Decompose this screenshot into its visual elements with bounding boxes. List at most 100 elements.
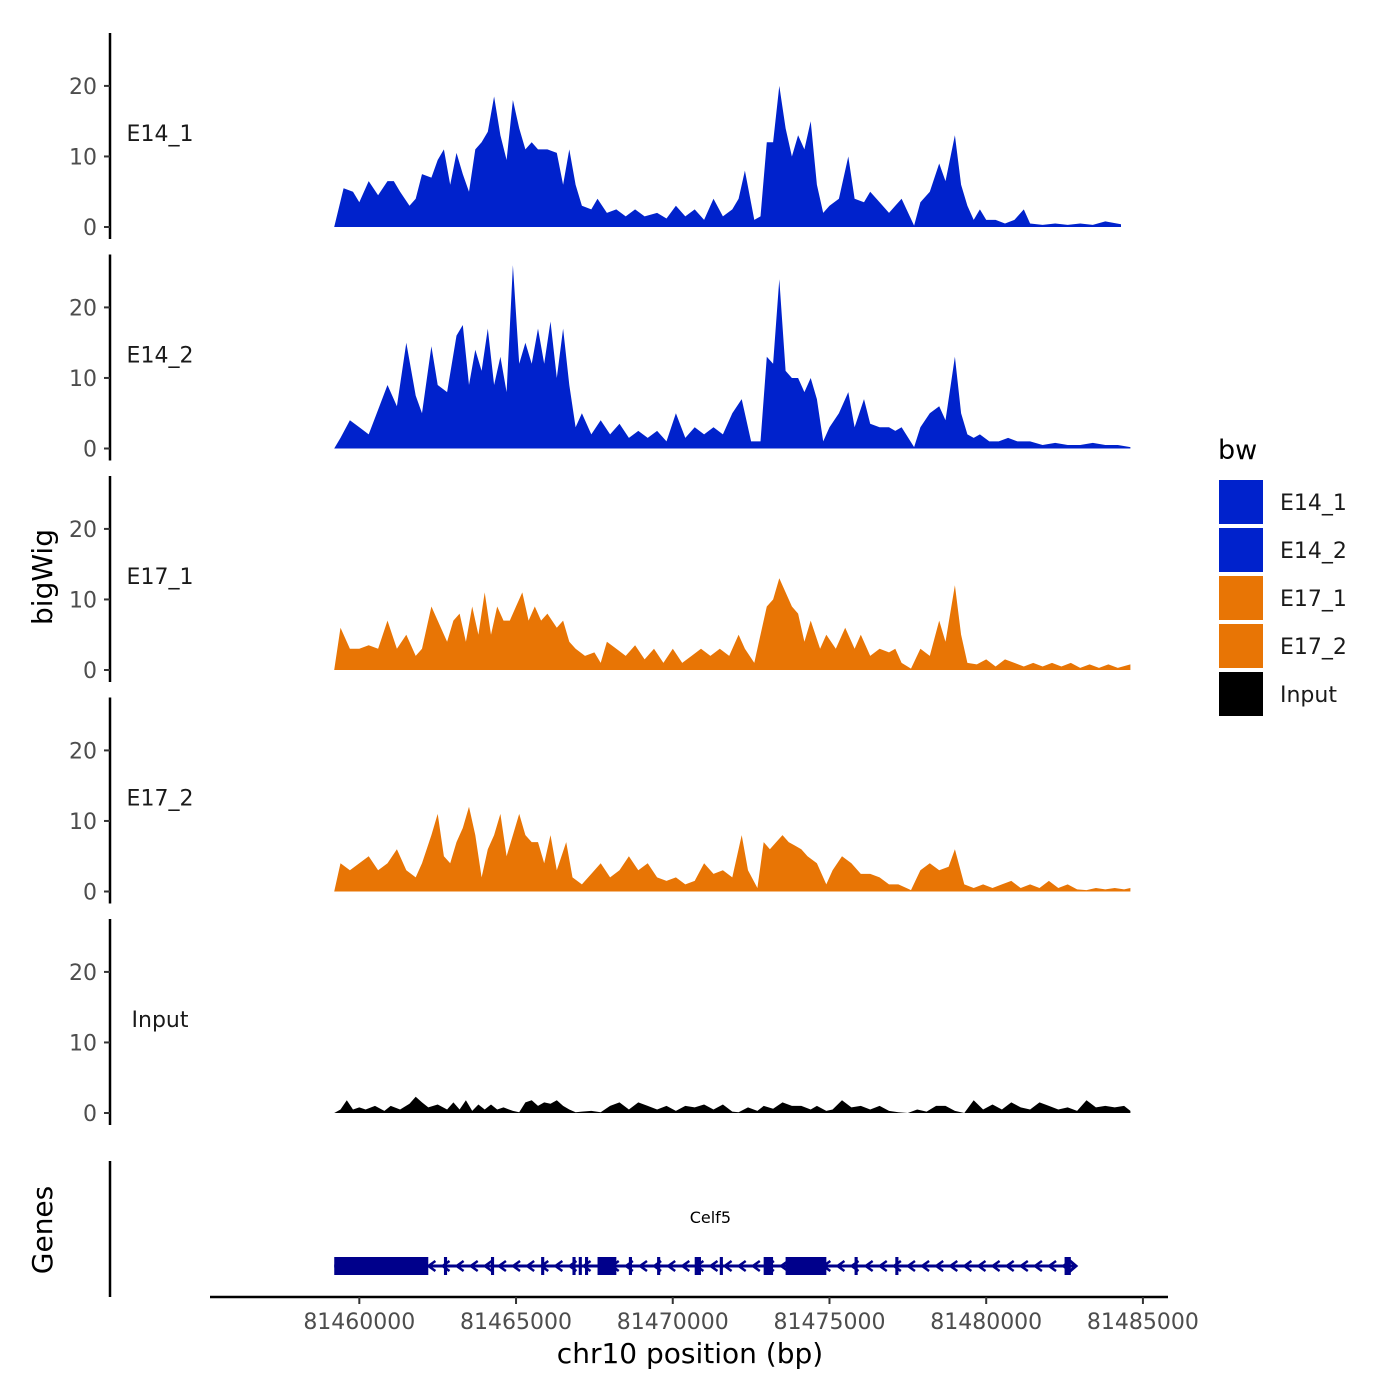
strand-arrow [750,1259,761,1273]
y-tick-label: 10 [69,588,97,613]
strand-arrow [454,1259,465,1273]
legend-swatch [1219,576,1263,620]
y-tick-label: 0 [83,438,97,463]
gene-exon [584,1257,589,1275]
strand-arrow [948,1259,959,1273]
gene-exon [657,1257,661,1275]
legend-label: E14_1 [1280,491,1347,516]
strand-arrow [1046,1259,1057,1273]
y-tick-label: 10 [69,1031,97,1056]
y-tick-label: 10 [69,810,97,835]
track-label: Input [132,1008,189,1033]
strand-arrow [426,1259,437,1273]
strand-arrow [666,1259,676,1273]
strand-arrow [1004,1259,1015,1273]
strand-arrow [835,1259,846,1273]
x-tick-label: 81485000 [1087,1310,1199,1335]
y-tick-label: 0 [83,659,97,684]
gene-exon [895,1257,899,1275]
gene-exon [694,1257,701,1275]
strand-arrow [510,1259,521,1273]
legend-title: bw [1218,435,1257,466]
gene-exon [572,1257,576,1275]
legend-label: E17_2 [1280,635,1347,660]
legend-swatch [1219,528,1263,572]
strand-arrow [905,1259,916,1273]
y-tick-label: 20 [69,739,97,764]
gene-exon [1064,1257,1071,1275]
track-label: E14_2 [127,343,194,368]
track-e14-1: 0 10 20 E14_1 [69,33,1121,241]
y-tick-label: 0 [83,1102,97,1127]
track-label: E14_1 [127,122,194,147]
area-e14-2 [334,265,1131,449]
gene-end-marker [1067,1258,1079,1274]
track-e17-2: 0 10 20 E17_2 [69,697,1131,906]
gene-exon [763,1257,774,1275]
x-axis: 81460000 81465000 81470000 81475000 81480000… [210,1295,1199,1335]
track-label: E17_1 [127,565,194,590]
track-input: 0 10 20 Input [69,919,1131,1127]
genes-axis-title: Genes [26,1186,59,1274]
area-input [334,1096,1131,1113]
y-tick-label: 20 [69,75,97,100]
track-e14-2: 0 10 20 E14_2 [69,254,1131,463]
x-axis-title: chr10 position (bp) [557,1337,823,1370]
strand-arrow [863,1259,874,1273]
area-e17-1 [334,578,1131,670]
strand-arrow [440,1259,451,1273]
strand-arrow [919,1259,930,1273]
y-axis-title: bigWig [26,529,59,625]
gene-exon [854,1257,858,1275]
bigwig-tracks: 0 10 20 E14_1 0 10 20 E14_2 0 10 20 E17_1 0 10 20 E17_2… [69,33,1131,1127]
y-tick-label: 10 [69,145,97,170]
strand-arrow [990,1259,1001,1273]
y-tick-label: 20 [69,961,97,986]
gene-exon [490,1257,495,1275]
gene-track: Celf5 [108,1161,1079,1297]
y-tick-label: 20 [69,296,97,321]
strand-arrow [934,1259,944,1273]
x-tick-label: 81475000 [773,1310,885,1335]
gene-name-label: Celf5 [690,1208,731,1227]
strand-arrow [553,1259,564,1273]
strand-arrow [524,1259,535,1273]
legend-label: E14_2 [1280,539,1347,564]
y-tick-label: 10 [69,367,97,392]
gene-exon [578,1257,582,1275]
x-tick-label: 81480000 [930,1310,1042,1335]
strand-arrow [1032,1259,1043,1273]
strand-arrow [496,1259,507,1273]
legend-swatch [1219,672,1263,716]
strand-arrow [468,1259,479,1273]
track-e17-1: 0 10 20 E17_1 [69,476,1131,684]
strand-arrow [736,1259,747,1273]
strand-arrow [1018,1259,1029,1273]
gene-exon [541,1257,545,1275]
strand-arrow [891,1259,902,1273]
track-label: E17_2 [127,786,194,811]
strand-arrow [581,1259,592,1273]
x-tick-label: 81470000 [617,1310,729,1335]
area-e17-2 [334,806,1131,892]
gene-exon [443,1257,448,1275]
y-tick-label: 0 [83,881,97,906]
x-tick-label: 81460000 [303,1310,415,1335]
x-tick-label: 81465000 [460,1310,572,1335]
legend-swatch [1219,624,1263,668]
gene-exon [785,1257,827,1275]
legend-label: Input [1280,683,1337,708]
y-tick-label: 0 [83,216,97,241]
strand-arrow [482,1259,493,1273]
legend: bw E14_1 E14_2 E17_1 E17_2 Input [1218,435,1347,716]
gene-exon [597,1257,617,1275]
strand-arrow [637,1259,648,1273]
gene-exon [719,1257,723,1275]
gene-exon [334,1257,429,1275]
strand-arrow [962,1259,973,1273]
y-tick-label: 20 [69,518,97,543]
strand-arrow [976,1259,987,1273]
strand-arrow [708,1259,719,1273]
strand-arrow [877,1259,888,1273]
